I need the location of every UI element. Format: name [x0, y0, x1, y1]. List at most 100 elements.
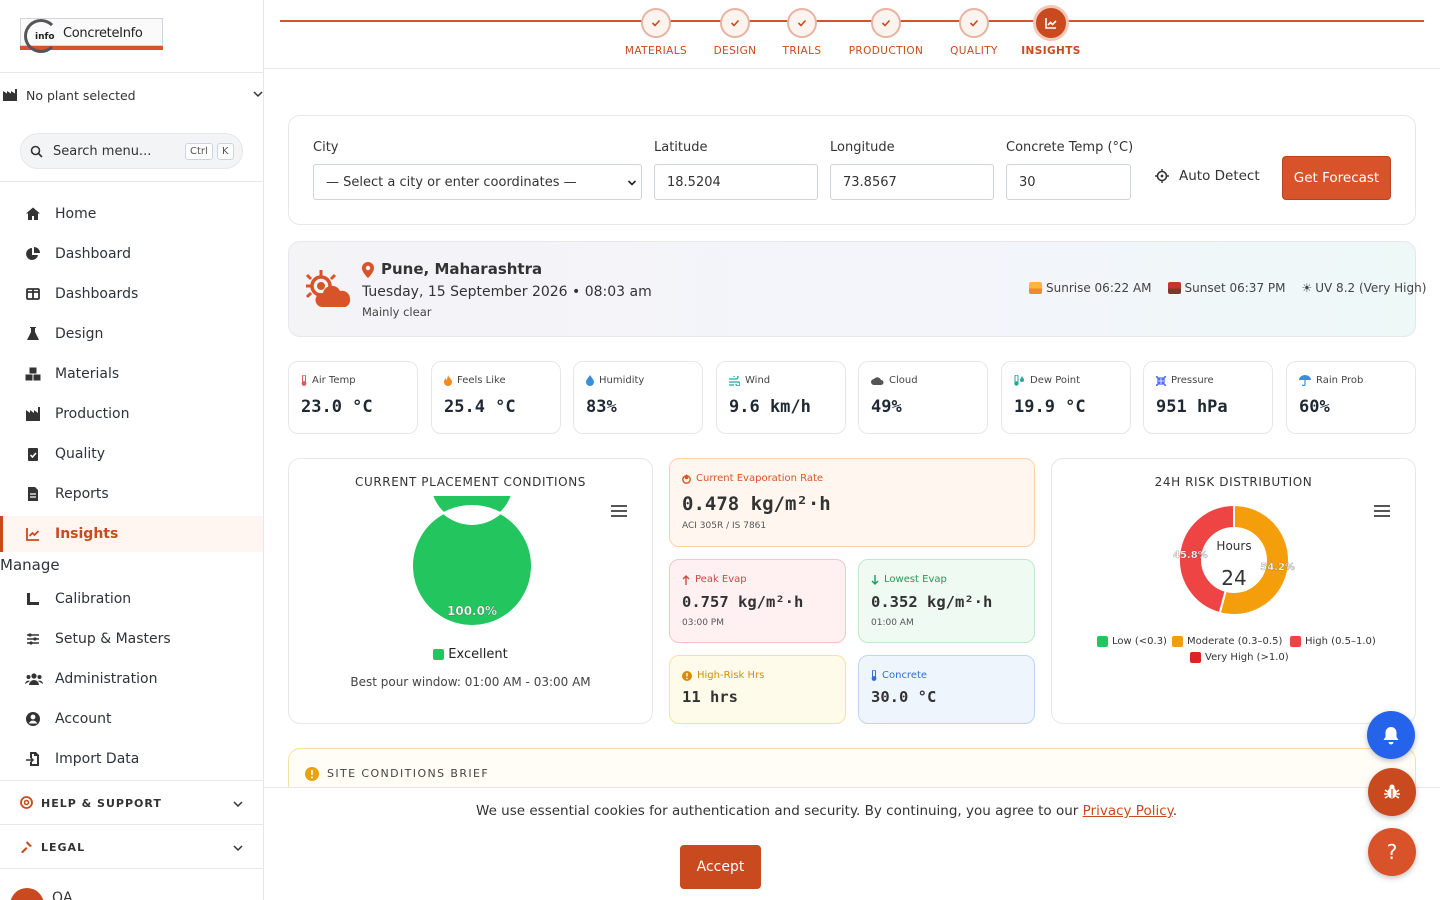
sidebar-item-calibration[interactable]: Calibration	[0, 581, 263, 617]
sliders-icon	[27, 633, 39, 645]
sunset-text: Sunset 06:37 PM	[1184, 281, 1286, 295]
lifebuoy-icon	[20, 796, 33, 809]
sidebar-item-reports[interactable]: Reports	[0, 476, 263, 512]
donut-data-label: 100.0%	[447, 604, 497, 618]
sidebar-item-dashboard[interactable]: Dashboard	[0, 236, 263, 272]
home-icon	[26, 207, 40, 220]
legend-high[interactable]: High (0.5–1.0)	[1290, 636, 1376, 647]
brief-title: SITE CONDITIONS BRIEF	[327, 767, 490, 780]
sidebar-item-insights[interactable]: Insights	[0, 516, 263, 552]
location-banner: Pune, Maharashtra Tuesday, 15 September …	[288, 241, 1426, 337]
workflow-stepper: MATERIALS DESIGN TRIALS PRODUCTION QUALI…	[264, 0, 1440, 69]
cookie-message: We use essential cookies for authenticat…	[476, 803, 1083, 819]
plant-label: No plant selected	[26, 87, 136, 103]
uv-text: UV 8.2 (Very High)	[1315, 281, 1427, 295]
avatar[interactable]	[10, 888, 44, 900]
concrete-temp-label: Concrete Temp (°C)	[1006, 140, 1134, 155]
donut-slice-excellent[interactable]	[411, 496, 533, 627]
sidebar-item-materials[interactable]: Materials	[0, 356, 263, 392]
sidebar-item-setup-masters[interactable]: Setup & Masters	[0, 621, 263, 657]
kbd-ctrl: Ctrl	[185, 143, 213, 160]
file-import-icon	[26, 752, 39, 766]
step-trials[interactable]: TRIALS	[762, 8, 842, 57]
help-button[interactable]: ?	[1368, 828, 1416, 876]
accept-cookies-button[interactable]: Accept	[680, 845, 761, 889]
donut-slice-moderate-0-3-0-5[interactable]	[1218, 503, 1290, 616]
latitude-input[interactable]: 18.5204	[654, 164, 818, 200]
donut-data-label: 54.2%	[1260, 562, 1295, 573]
sidebar-item-import-data[interactable]: Import Data	[0, 741, 263, 777]
ruler-icon	[27, 593, 39, 605]
chevron-down-icon	[233, 801, 243, 808]
users-icon	[25, 673, 43, 685]
metric-air-temp: Air Temp 23.0 °C	[288, 361, 418, 434]
check-icon	[641, 8, 671, 38]
search-menu[interactable]: Search menu... Ctrl K	[20, 133, 243, 169]
chart-menu-icon[interactable]	[1374, 505, 1390, 517]
get-forecast-button[interactable]: Get Forecast	[1282, 156, 1391, 200]
sunrise-icon	[1029, 282, 1042, 294]
sidebar-item-home[interactable]: Home	[0, 196, 263, 232]
metric-rain-prob: Rain Prob 60%	[1286, 361, 1416, 434]
metric-humidity: Humidity 83%	[573, 361, 703, 434]
step-production[interactable]: PRODUCTION	[846, 8, 926, 57]
metric-dew-point: Dew Point 19.9 °C	[1001, 361, 1131, 434]
status-swatch	[433, 649, 445, 660]
location-datetime: Tuesday, 15 September 2026 • 08:03 am	[362, 284, 652, 300]
sidebar-item-account[interactable]: Account	[0, 701, 263, 737]
auto-detect-button[interactable]: Auto Detect	[1155, 168, 1260, 184]
flame-icon	[682, 473, 691, 484]
sidebar-item-quality[interactable]: Quality	[0, 436, 263, 472]
step-quality[interactable]: QUALITY	[934, 8, 1014, 57]
sidebar-item-administration[interactable]: Administration	[0, 661, 263, 697]
help-support-toggle[interactable]: HELP & SUPPORT	[0, 782, 263, 824]
privacy-policy-link[interactable]: Privacy Policy	[1082, 803, 1173, 819]
user-name: QA	[52, 890, 73, 900]
metric-cloud: Cloud 49%	[858, 361, 988, 434]
compress-icon	[1156, 375, 1166, 386]
legend-moderate[interactable]: Moderate (0.3–0.5)	[1172, 636, 1282, 647]
concrete-temp-input[interactable]: 30	[1006, 164, 1131, 200]
plant-selector[interactable]: No plant selected	[0, 80, 263, 110]
city-select[interactable]: — Select a city or enter coordinates —	[313, 164, 642, 200]
cloud-icon	[871, 377, 884, 385]
sidebar-item-dashboards[interactable]: Dashboards	[0, 276, 263, 312]
risk-title: 24H RISK DISTRIBUTION	[1154, 475, 1313, 489]
dew-icon	[1014, 375, 1024, 386]
divider	[0, 72, 263, 73]
donut-slice-high-0-5-1-0[interactable]	[1178, 503, 1235, 615]
longitude-input[interactable]: 73.8567	[830, 164, 994, 200]
logo[interactable]: info ConcreteInfo	[20, 18, 163, 53]
sidebar-item-production[interactable]: Production	[0, 396, 263, 432]
check-icon	[720, 8, 750, 38]
notifications-button[interactable]	[1367, 711, 1415, 759]
metric-feels-like: Feels Like 25.4 °C	[431, 361, 561, 434]
step-insights[interactable]: INSIGHTS	[1011, 5, 1091, 57]
arrow-up-icon	[682, 574, 690, 585]
document-icon	[28, 487, 38, 501]
report-bug-button[interactable]	[1368, 768, 1416, 816]
chart-menu-icon[interactable]	[611, 505, 627, 517]
line-chart-icon	[26, 528, 40, 541]
legal-toggle[interactable]: LEGAL	[0, 826, 263, 868]
best-pour-window: Best pour window: 01:00 AM - 03:00 AM	[350, 675, 591, 689]
sun-cloud-icon	[305, 270, 351, 307]
divider	[0, 824, 263, 825]
divider	[0, 181, 263, 182]
location-name: Pune, Maharashtra	[381, 260, 543, 278]
sidebar-item-design[interactable]: Design	[0, 316, 263, 352]
sidebar: info ConcreteInfo No plant selected Sear…	[0, 0, 264, 900]
weather-condition: Mainly clear	[362, 305, 432, 319]
city-label: City	[313, 140, 339, 155]
search-input[interactable]: Search menu...	[53, 143, 152, 159]
alert-circle-icon	[682, 670, 692, 681]
logo-text: ConcreteInfo	[63, 26, 143, 41]
map-pin-icon	[362, 262, 374, 278]
chevron-down-icon	[627, 180, 637, 186]
step-materials[interactable]: MATERIALS	[616, 8, 696, 57]
legend-low[interactable]: Low (<0.3)	[1097, 636, 1167, 647]
legend-very-high[interactable]: Very High (>1.0)	[1190, 652, 1289, 663]
current-evaporation-card: Current Evaporation Rate 0.478 kg/m²·h A…	[669, 458, 1035, 547]
placement-donut: 100.0%	[411, 496, 533, 627]
step-design[interactable]: DESIGN	[695, 8, 775, 57]
